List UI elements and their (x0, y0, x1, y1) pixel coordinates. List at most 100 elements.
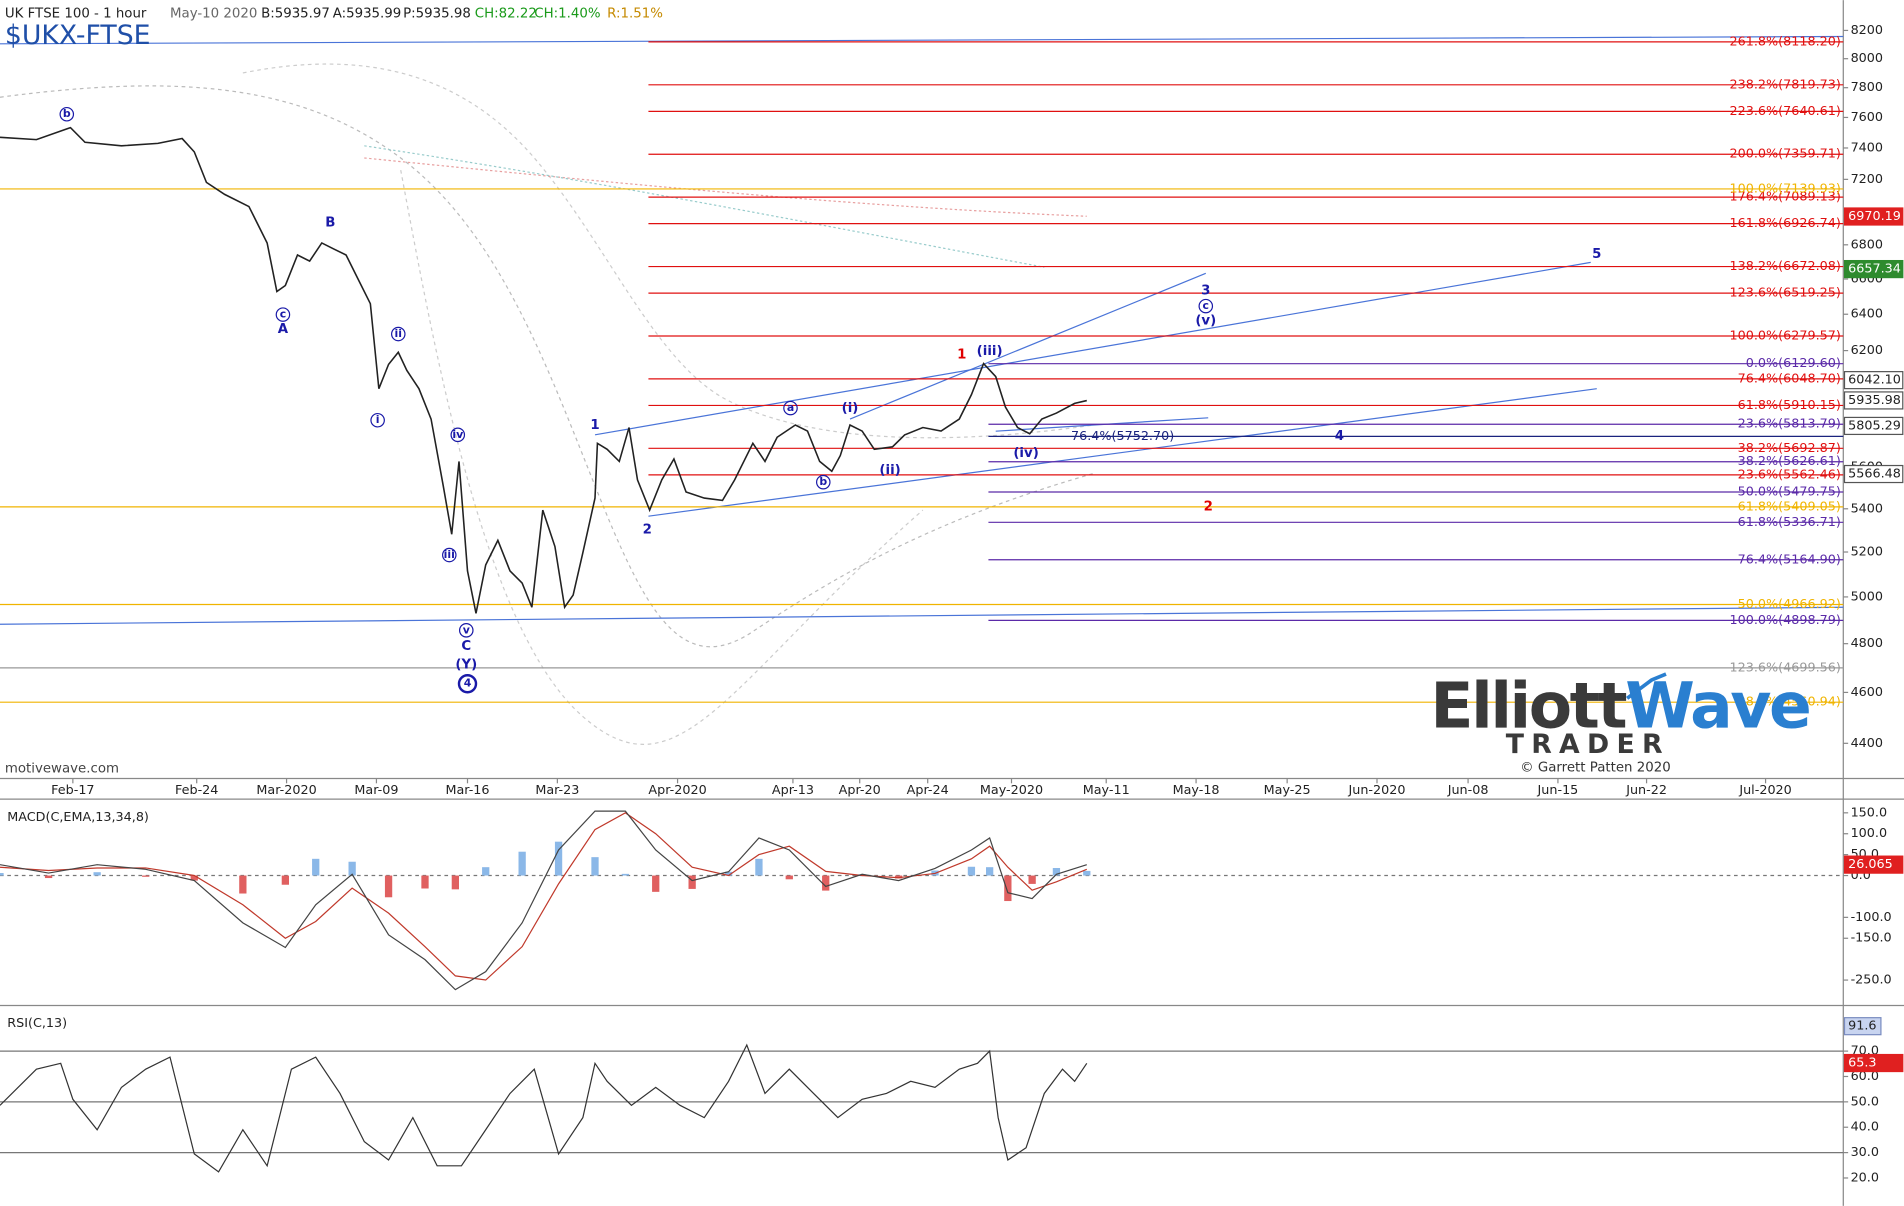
wave-label: i (376, 413, 380, 426)
wave-circle (450, 427, 466, 443)
price-line (0, 1043, 1088, 1173)
x-tick-label: May-18 (1173, 783, 1220, 798)
wave-label: (ii) (879, 463, 900, 478)
wave-label: 1 (590, 418, 599, 433)
overlay-tag-label: 91.6 (1848, 1019, 1876, 1034)
price-tag (1843, 464, 1904, 484)
price-tag (1843, 371, 1904, 390)
watermark: motivewave.com (5, 762, 119, 777)
series-line (0, 812, 1088, 981)
wave-label: A (278, 322, 289, 337)
y-tick-label: 50.0 (1851, 1094, 1879, 1109)
fib-label: 38.2%(5692.87) (1738, 441, 1841, 456)
price-tag-label: 26.065 (1848, 857, 1893, 872)
y-tick-label: 6400 (1851, 307, 1883, 322)
histogram-bar (591, 857, 599, 876)
y-tick-label: 5400 (1851, 501, 1883, 516)
wave-label: b (63, 107, 71, 120)
wave-circle (1198, 298, 1214, 314)
fib-label: 38.2%(4560.94) (1738, 695, 1841, 710)
histogram-bar (724, 871, 733, 876)
y-tick-label: 60.0 (1851, 1069, 1879, 1084)
y-tick-label: 6800 (1851, 237, 1883, 252)
x-tick-label: Jun-08 (1447, 783, 1489, 798)
y-tick-label: 30.0 (1851, 1145, 1879, 1160)
histogram-bar (652, 875, 660, 892)
histogram-bar (967, 866, 976, 876)
histogram-bar (44, 875, 53, 879)
price-tag (1843, 855, 1904, 874)
histogram-bar (986, 867, 994, 876)
logo-arrow (1626, 672, 1667, 700)
chart-title: $UKX-FTSE (5, 20, 151, 51)
price-tag-label: 5935.98 (1848, 393, 1901, 408)
y-tick-label: 4400 (1851, 736, 1883, 751)
wave-circle (457, 674, 478, 694)
histogram-bar (93, 872, 101, 876)
histogram-bar (239, 875, 247, 894)
logo-brand-a: Elliott (1430, 669, 1626, 743)
price-tag (1843, 259, 1904, 279)
series-line (0, 810, 1087, 991)
trend-line (0, 35, 1844, 45)
envelope (400, 169, 924, 745)
change-percent: CH:1.40% (534, 6, 600, 21)
fib-label: 50.0%(4966.92) (1738, 597, 1841, 612)
wave-label: iii (444, 548, 455, 561)
price-tag (1843, 391, 1904, 410)
fib-label: 100.0%(4898.79) (1730, 613, 1841, 628)
moving-average (364, 145, 1045, 268)
wave-circle (59, 106, 75, 122)
histogram-bar (621, 873, 629, 876)
x-tick-label: Feb-17 (51, 783, 94, 798)
logo-brand-b: Wave (1625, 669, 1809, 743)
x-tick-label: Jun-2020 (1348, 783, 1406, 798)
histogram-bar (482, 867, 490, 876)
histogram-bar (688, 875, 696, 889)
y-tick-label: 7400 (1851, 140, 1883, 155)
x-tick-label: Mar-2020 (256, 783, 316, 798)
x-tick-label: May-11 (1083, 783, 1130, 798)
y-tick-label: 20.0 (1851, 1170, 1879, 1185)
price-tag (1843, 416, 1904, 436)
fib-label: 123.6%(6519.25) (1730, 286, 1841, 301)
plot-layer: 8200800078007600740072006800660064006200… (0, 23, 1904, 1185)
histogram-bar (142, 875, 150, 877)
histogram-bar (1004, 875, 1012, 902)
symbol: UK FTSE 100 - 1 hour (5, 6, 147, 21)
histogram-bar (348, 861, 356, 876)
wave-circle (391, 326, 406, 342)
logo: ElliottWave TRADER © Garrett Patten 2020 (1430, 669, 1811, 776)
wave-label: v (463, 623, 470, 636)
x-tick-label: Jun-15 (1537, 783, 1579, 798)
wave-circle (458, 623, 474, 638)
price-tag-label: 6657.34 (1848, 262, 1901, 277)
wave-circle (442, 547, 457, 563)
histogram-bar (554, 841, 563, 876)
x-tick-label: Mar-23 (535, 783, 579, 798)
fib-label: 76.4%(5752.70) (1071, 429, 1174, 444)
y-tick-label: 7200 (1851, 172, 1883, 187)
fib-label: 61.8%(5409.05) (1738, 499, 1841, 514)
y-tick-label: 7600 (1851, 110, 1883, 125)
y-tick-label: 4600 (1851, 685, 1883, 700)
x-tick-label: Apr-20 (839, 783, 881, 798)
logo-credit: © Garrett Patten 2020 (1520, 761, 1670, 776)
wave-label: 5 (1592, 247, 1601, 262)
envelope (0, 85, 1094, 648)
histogram-bar (1083, 870, 1091, 876)
wave-label: (iii) (977, 344, 1003, 359)
trend-line (648, 388, 1597, 517)
fib-label: 176.4%(7089.13) (1730, 190, 1841, 205)
price-tag (1843, 1053, 1904, 1073)
trend-line (594, 261, 1591, 436)
trend-line (0, 606, 1844, 625)
y-tick-label: 4800 (1851, 636, 1883, 651)
x-tick-label: May-25 (1264, 783, 1311, 798)
overlay-tag (1843, 1017, 1882, 1036)
histogram-bar (1028, 875, 1036, 884)
histogram-bar (785, 875, 793, 880)
moving-average (364, 157, 1087, 217)
